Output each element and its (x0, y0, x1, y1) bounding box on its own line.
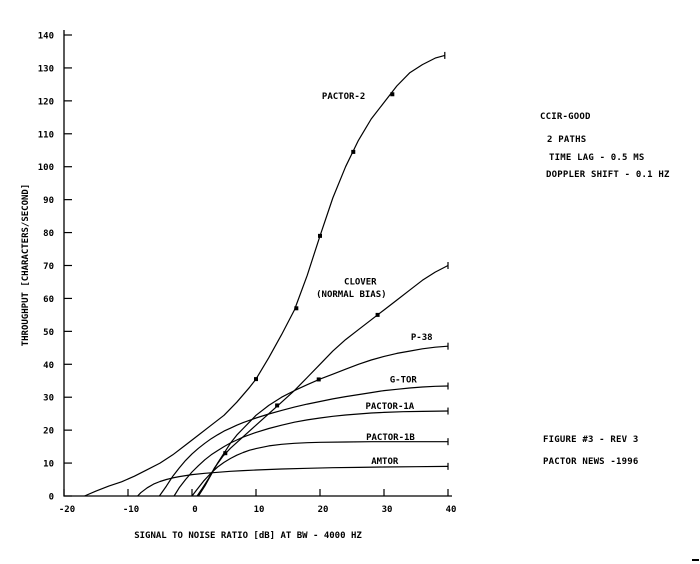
curve-label-pactor-1a: PACTOR-1A (365, 402, 414, 412)
x-tick-label: 20 (318, 505, 329, 515)
curve-label-g-tor: G-TOR (390, 375, 418, 385)
x-tick-label: -10 (123, 505, 139, 515)
y-tick-label: 90 (43, 196, 54, 206)
curve-label-pactor-2: PACTOR-2 (322, 92, 365, 102)
curve-p-38 (197, 345, 449, 497)
annotation-channel-model: CCIR-GOOD (540, 112, 591, 122)
data-point-marker (375, 312, 380, 317)
x-tick-label: 0 (192, 505, 197, 515)
y-tick-label: 10 (43, 460, 54, 470)
y-tick-label: 110 (38, 130, 54, 140)
y-tick-label: 60 (43, 295, 54, 305)
data-point-marker (275, 403, 280, 408)
x-axis-label: SIGNAL TO NOISE RATIO [dB] AT BW - 4000 … (134, 531, 362, 541)
data-point-marker (351, 149, 356, 154)
curve-label-amtor: AMTOR (371, 457, 399, 467)
annotation-doppler-shift: DOPPLER SHIFT - 0.1 HZ (546, 170, 670, 180)
annotation-time-lag: TIME LAG - 0.5 MS (549, 153, 645, 163)
axes (63, 30, 452, 497)
curve-pactor-1a (173, 410, 449, 497)
curve-label-clover: CLOVER (344, 277, 377, 287)
data-point-marker (316, 377, 321, 382)
y-tick-label: 120 (38, 97, 54, 107)
y-axis-label: THROUGHPUT [CHARACTERS/SECOND] (21, 184, 31, 347)
annotation-source: PACTOR NEWS -1996 (543, 457, 639, 467)
y-tick-label: 70 (43, 262, 54, 272)
y-tick-label: 0 (49, 493, 54, 503)
data-point-marker (318, 233, 322, 238)
annotation-paths: 2 PATHS (547, 135, 587, 145)
curve-amtor (137, 465, 449, 497)
y-tick-label: 40 (43, 361, 54, 371)
y-tick-label: 50 (43, 328, 54, 338)
curve-pactor-2 (84, 54, 445, 497)
y-tick-label: 20 (43, 427, 54, 437)
curve-pactor-1b (191, 441, 448, 497)
y-tick-label: 30 (43, 394, 54, 404)
curve-label-p-38: P-38 (411, 333, 433, 343)
y-tick-label: 140 (38, 32, 54, 42)
curve-label-pactor-1b: PACTOR-1B (366, 433, 415, 443)
curve-label-clover: (NORMAL BIAS) (316, 290, 386, 300)
annotation-figure-number: FIGURE #3 - REV 3 (543, 435, 639, 445)
data-point-marker (223, 451, 228, 456)
x-tick-label: 40 (446, 505, 457, 515)
stray-mark (692, 559, 699, 561)
y-tick-label: 100 (38, 163, 54, 173)
curve-g-tor (158, 385, 449, 497)
y-tick-label: 130 (38, 64, 54, 74)
y-tick-label: 80 (43, 229, 54, 239)
x-tick-label: 10 (254, 505, 265, 515)
data-point-marker (254, 377, 258, 382)
x-tick-label: -20 (59, 505, 75, 515)
data-point-marker (390, 92, 395, 97)
data-point-marker (294, 306, 299, 311)
x-tick-label: 30 (382, 505, 393, 515)
